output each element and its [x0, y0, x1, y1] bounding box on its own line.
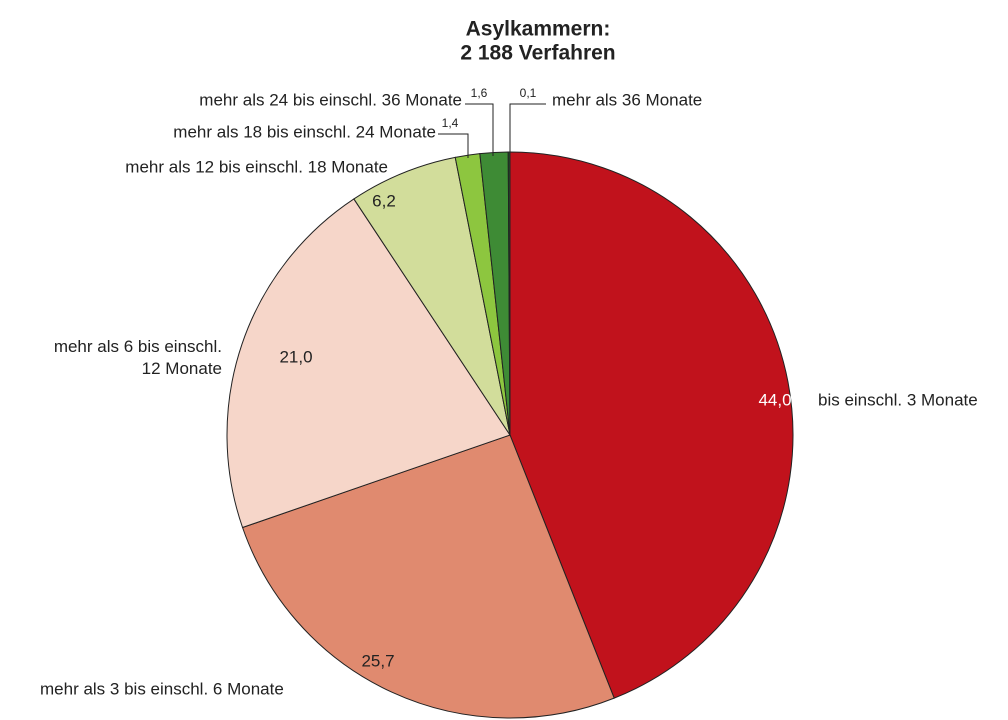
- category-label: mehr als 3 bis einschl. 6 Monate: [40, 679, 284, 698]
- value-label: 25,7: [361, 651, 394, 670]
- pie-slice: [509, 151, 794, 699]
- pie-slice: [241, 434, 615, 719]
- value-label: 1,6: [471, 86, 488, 100]
- value-label: 21,0: [279, 347, 312, 366]
- category-label: mehr als 36 Monate: [552, 90, 702, 109]
- leader-line: [438, 133, 469, 158]
- category-label: mehr als 18 bis einschl. 24 Monate: [173, 122, 436, 141]
- chart-title: Asylkammern:: [466, 18, 611, 41]
- category-label: mehr als 12 bis einschl. 18 Monate: [125, 157, 388, 176]
- value-label: 6,2: [372, 191, 396, 210]
- leader-line: [509, 103, 546, 152]
- pie-slice: [226, 198, 511, 529]
- leader-line: [465, 103, 494, 156]
- category-label: bis einschl. 3 Monate: [818, 390, 978, 409]
- chart-subtitle: 2 188 Verfahren: [460, 42, 615, 65]
- category-label: mehr als 24 bis einschl. 36 Monate: [199, 90, 462, 109]
- category-label: mehr als 6 bis einschl. 12 Monate: [54, 337, 222, 378]
- value-label: 0,1: [520, 86, 537, 100]
- value-label: 1,4: [442, 116, 459, 130]
- value-label: 44,0: [758, 390, 791, 409]
